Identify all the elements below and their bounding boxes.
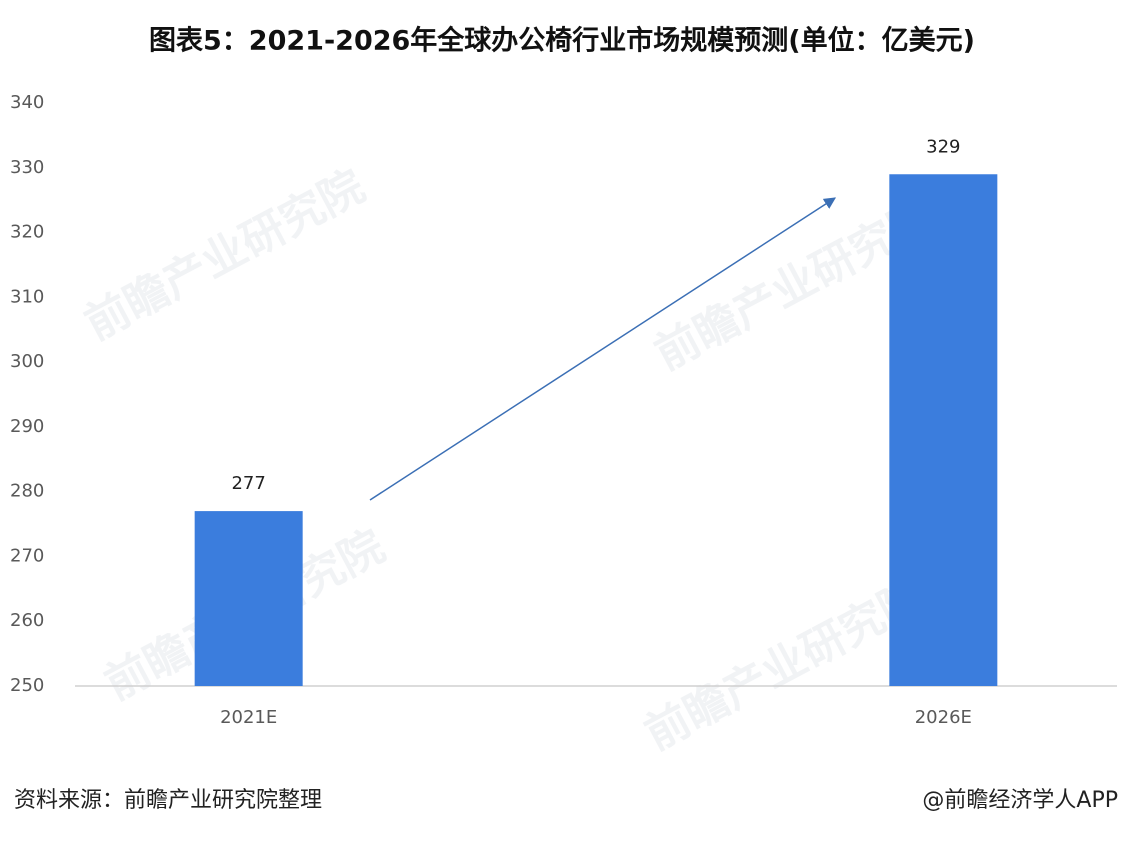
y-tick-label: 320 — [10, 222, 44, 243]
watermark: 前瞻产业研究院 — [637, 571, 933, 761]
trend-arrow — [369, 197, 837, 501]
y-tick-label: 290 — [10, 416, 44, 437]
data-label: 329 — [926, 136, 960, 157]
y-tick-label: 260 — [10, 610, 44, 631]
y-tick-label: 250 — [10, 675, 44, 696]
bar — [194, 511, 303, 686]
credit: @前瞻经济学人APP — [922, 788, 1118, 813]
y-tick-label: 340 — [10, 92, 44, 113]
y-tick-label: 300 — [10, 351, 44, 372]
watermark: 前瞻产业研究院 — [77, 161, 373, 351]
chart-title: 图表5：2021-2026年全球办公椅行业市场规模预测(单位：亿美元) — [149, 25, 975, 57]
x-tick-label: 2021E — [220, 707, 277, 728]
data-label: 277 — [231, 473, 265, 494]
y-tick-label: 310 — [10, 286, 44, 307]
y-tick-label: 330 — [10, 157, 44, 178]
y-tick-label: 270 — [10, 545, 44, 566]
y-tick-label: 280 — [10, 481, 44, 502]
bar — [889, 174, 998, 686]
source-note: 资料来源：前瞻产业研究院整理 — [14, 788, 322, 813]
x-tick-label: 2026E — [915, 707, 972, 728]
